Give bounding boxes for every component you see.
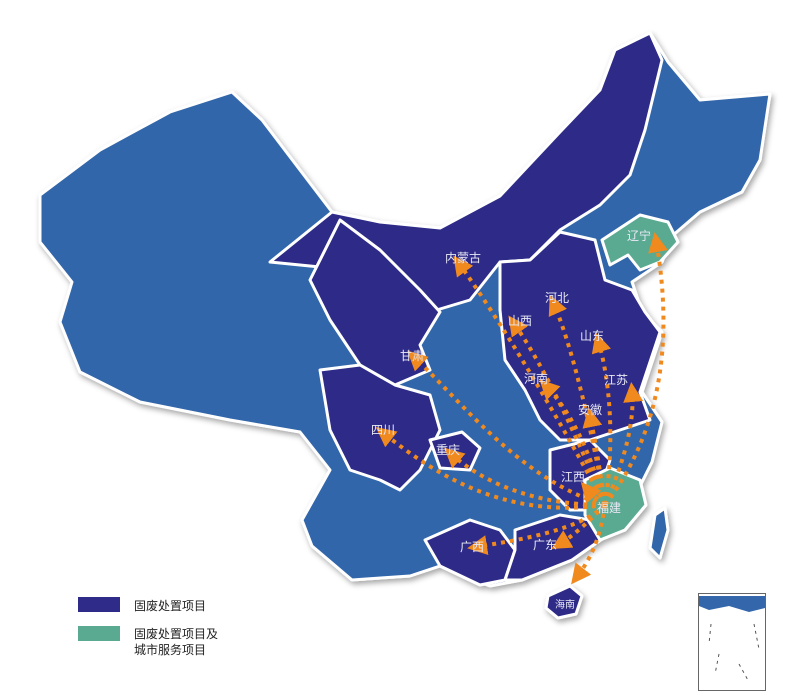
label-chongqing: 重庆 — [436, 443, 460, 457]
label-neimenggu: 内蒙古 — [445, 250, 481, 265]
route-sichuan — [375, 427, 606, 510]
legend-swatch-navy — [78, 597, 120, 612]
label-jiangxi: 江西 — [561, 470, 585, 484]
legend-item-solid-waste: 固废处置项目 — [78, 597, 206, 614]
province-hainan — [544, 584, 584, 620]
route-guangdong — [551, 503, 607, 550]
legend-swatch-teal — [78, 626, 120, 641]
label-gansu: 甘肃 — [400, 349, 424, 363]
route-liaoning — [603, 232, 668, 507]
province-gansu — [308, 218, 442, 387]
route-arrows — [375, 232, 668, 585]
label-fujian: 福建 — [597, 500, 621, 515]
label-hebei: 河北 — [545, 291, 569, 305]
label-hainan: 海南 — [555, 598, 575, 611]
label-shanxi: 山西 — [508, 314, 532, 328]
label-anhui: 安徽 — [578, 402, 602, 417]
label-guangdong: 广东 — [533, 538, 557, 552]
route-shandong — [591, 332, 613, 506]
province-labels: 辽宁 内蒙古 河北 山西 山东 甘肃 河南 江苏 安徽 四川 重庆 江西 福建 … — [371, 228, 651, 611]
label-sichuan: 四川 — [371, 423, 395, 437]
route-anhui — [582, 407, 607, 506]
label-henan: 河南 — [524, 371, 548, 386]
label-jiangsu: 江苏 — [604, 373, 628, 387]
south-china-sea-inset — [698, 593, 766, 691]
label-guangxi: 广西 — [460, 540, 484, 554]
inset-map — [699, 596, 765, 683]
route-jiangxi — [580, 481, 607, 507]
route-hebei — [548, 294, 607, 506]
legend-label: 固废处置项目及 城市服务项目 — [134, 627, 219, 657]
route-jiangsu — [603, 382, 644, 506]
label-shandong: 山东 — [580, 329, 604, 343]
legend-label: 固废处置项目 — [134, 599, 207, 613]
label-liaoning: 辽宁 — [627, 228, 651, 243]
province-taiwan — [648, 506, 670, 560]
route-hainan — [571, 504, 607, 585]
legend-item-solid-waste-and-city: 固废处置项目及 城市服务项目 — [78, 626, 218, 658]
route-neimenggu — [453, 255, 607, 506]
